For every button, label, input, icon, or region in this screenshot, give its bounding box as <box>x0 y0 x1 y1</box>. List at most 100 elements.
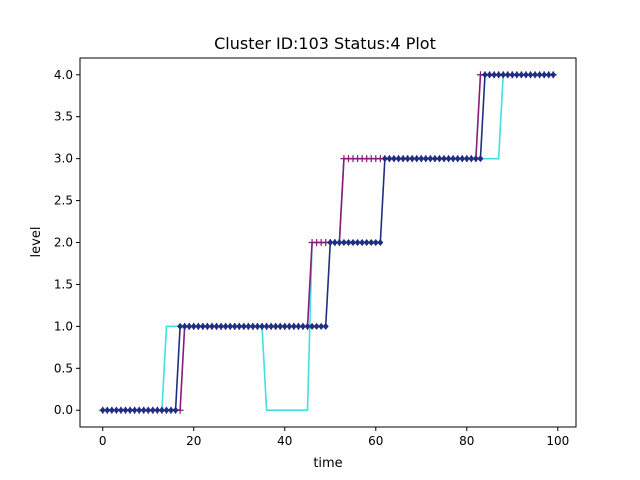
y-tick-label: 3.5 <box>54 110 73 124</box>
x-axis-ticks: 0 20 40 60 80 100 <box>99 427 569 448</box>
data-point <box>186 322 193 330</box>
data-point <box>340 239 347 246</box>
data-point <box>131 406 138 414</box>
data-point <box>359 239 366 246</box>
data-point <box>336 239 343 246</box>
data-point <box>491 71 498 79</box>
data-point <box>281 322 288 330</box>
data-point <box>122 406 129 414</box>
data-point <box>263 322 270 330</box>
data-point <box>295 322 302 330</box>
y-tick-label: 0.0 <box>54 403 73 417</box>
data-point <box>463 155 470 163</box>
data-point <box>418 155 425 163</box>
data-point <box>427 155 434 163</box>
data-point <box>199 322 206 330</box>
data-point <box>236 322 243 330</box>
series-line <box>102 73 554 412</box>
plot-series-group <box>99 71 557 414</box>
data-point <box>445 155 452 163</box>
data-point <box>404 155 411 163</box>
data-point <box>381 155 388 163</box>
data-point <box>468 155 475 163</box>
y-tick-label: 4.0 <box>54 68 73 82</box>
data-point <box>163 406 170 414</box>
data-point <box>104 406 111 414</box>
data-point <box>541 71 548 79</box>
data-point <box>259 322 266 330</box>
data-point <box>436 155 443 163</box>
data-point <box>213 322 220 330</box>
data-point <box>254 322 261 330</box>
data-point <box>386 155 393 163</box>
x-axis-label: time <box>313 456 342 471</box>
data-point <box>113 406 120 414</box>
data-point <box>299 322 306 330</box>
data-point <box>268 322 275 330</box>
y-tick-label: 2.0 <box>54 236 73 250</box>
data-point <box>277 322 284 330</box>
data-point <box>181 322 188 330</box>
data-point <box>154 406 161 414</box>
data-point <box>477 155 484 163</box>
data-point <box>409 155 416 163</box>
data-point <box>304 322 311 330</box>
data-point <box>168 406 175 414</box>
data-point <box>481 71 488 79</box>
data-point <box>413 155 420 163</box>
data-point <box>208 322 215 330</box>
data-point <box>545 71 552 79</box>
data-point <box>222 322 229 330</box>
data-point <box>204 322 211 330</box>
data-point <box>290 322 297 330</box>
data-point <box>441 155 448 163</box>
data-point <box>318 322 325 330</box>
y-axis-ticks: 0.0 0.5 1.0 1.5 2.0 2.5 3.0 3.5 4.0 <box>54 68 80 417</box>
y-tick-label: 3.0 <box>54 152 73 166</box>
data-point <box>431 155 438 163</box>
series-2 <box>99 71 557 414</box>
data-point <box>350 239 357 246</box>
data-point <box>227 322 234 330</box>
data-point <box>345 239 352 246</box>
data-point <box>177 322 184 330</box>
data-point <box>195 322 202 330</box>
data-point <box>249 322 256 330</box>
data-point <box>450 155 457 163</box>
data-point <box>158 406 165 414</box>
data-point <box>422 155 429 163</box>
y-tick-label: 1.5 <box>54 277 73 291</box>
data-point <box>331 239 338 246</box>
x-tick-label: 100 <box>546 434 569 448</box>
data-point <box>149 406 156 414</box>
data-point <box>245 322 252 330</box>
data-point <box>522 71 529 79</box>
chart-title: Cluster ID:103 Status:4 Plot <box>214 34 436 53</box>
data-point <box>518 71 525 79</box>
data-point <box>390 155 397 163</box>
data-point <box>286 322 293 330</box>
data-point <box>486 71 493 79</box>
data-point <box>140 406 147 414</box>
data-point <box>327 239 334 246</box>
data-point <box>108 406 115 414</box>
data-point <box>145 406 152 414</box>
data-point <box>509 71 516 79</box>
data-point <box>527 71 534 79</box>
y-tick-label: 1.0 <box>54 319 73 333</box>
y-tick-label: 0.5 <box>54 361 73 375</box>
x-tick-label: 20 <box>186 434 201 448</box>
data-point <box>218 322 225 330</box>
data-point <box>172 406 179 414</box>
data-point <box>532 71 539 79</box>
data-point <box>136 406 143 414</box>
data-point <box>395 155 402 163</box>
data-point <box>240 322 247 330</box>
data-point <box>231 322 238 330</box>
x-tick-label: 80 <box>459 434 474 448</box>
y-tick-label: 2.5 <box>54 194 73 208</box>
data-point <box>127 406 134 414</box>
y-axis-label: level <box>29 227 44 258</box>
data-point <box>472 155 479 163</box>
